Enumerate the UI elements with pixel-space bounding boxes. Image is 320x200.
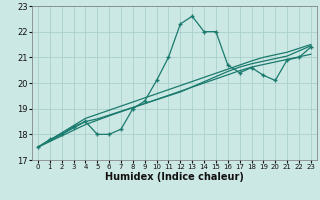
X-axis label: Humidex (Indice chaleur): Humidex (Indice chaleur) (105, 172, 244, 182)
